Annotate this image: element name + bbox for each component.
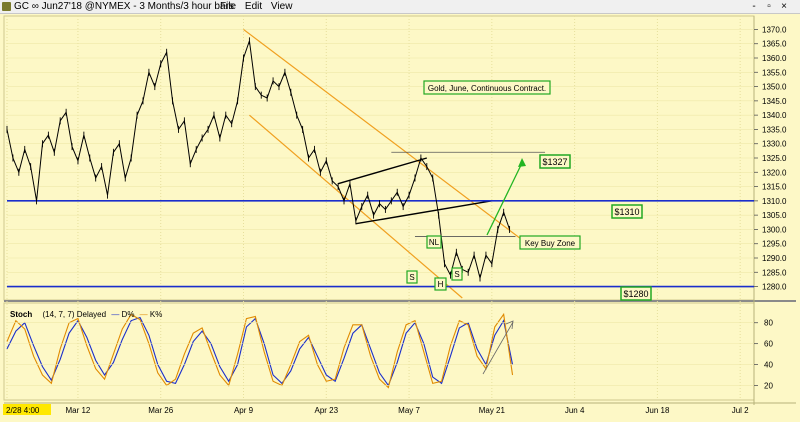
minimize-button[interactable]: - [752, 1, 756, 12]
head-label: H [438, 280, 444, 289]
y-tick-label: 1315.0 [762, 183, 787, 192]
price-series [6, 37, 511, 282]
y-tick-label: 1320.0 [762, 168, 787, 177]
stoch-params: (14, 7, 7) [42, 310, 75, 319]
buy-zone-label: Key Buy Zone [525, 239, 576, 248]
price-line [6, 40, 511, 280]
target-arrow [486, 162, 523, 236]
stoch-d-label: D% [121, 310, 135, 319]
y-tick-label: 1310.0 [762, 197, 787, 206]
menu-bar: File Edit View [220, 0, 298, 13]
y-tick-label: 1325.0 [762, 154, 787, 163]
resistance-label: $1310 [614, 207, 639, 217]
y-tick-label: 1360.0 [762, 54, 787, 63]
stoch-arrowhead [505, 320, 514, 330]
neckline-label: NL [429, 238, 440, 247]
app-icon [2, 2, 11, 11]
support-label-box: $1280 [620, 286, 652, 301]
y-tick-label: 1330.0 [762, 140, 787, 149]
contract-label: Gold, June, Continuous Contract. [428, 84, 546, 93]
target-label: $1327 [542, 157, 567, 167]
right-shoulder-label: S [454, 270, 459, 279]
y-tick-label: 1355.0 [762, 68, 787, 77]
stoch-tick-label: 20 [764, 381, 773, 390]
contract-label-box: Gold, June, Continuous Contract. [423, 80, 551, 95]
target-label-box: $1327 [539, 154, 571, 169]
x-tick-label: Mar 26 [148, 406, 173, 415]
y-tick-label: 1365.0 [762, 40, 787, 49]
channel-upper-line [243, 28, 528, 245]
x-tick-label: Jun 18 [645, 406, 670, 415]
target-arrowhead [518, 158, 526, 167]
x-tick-label: Apr 9 [234, 406, 254, 415]
price-y-ticks: 1280.0 1285.0 1290.0 1295.0 1300.0 1305.0 1310… [754, 25, 787, 292]
stoch-y-ticks: 20 40 60 80 [7, 319, 773, 390]
y-tick-label: 1285.0 [762, 268, 787, 277]
support-label: $1280 [623, 289, 648, 299]
stoch-tick-label: 40 [764, 361, 773, 370]
stoch-k-swatch: — [139, 310, 148, 319]
buy-zone-label-box: Key Buy Zone [519, 235, 581, 250]
stoch-tick-label: 80 [764, 319, 773, 328]
left-shoulder-label: S [409, 273, 414, 282]
left-shoulder-box: S [406, 270, 418, 284]
maximize-button[interactable]: ▫ [767, 1, 771, 12]
stoch-tick-label: 60 [764, 340, 773, 349]
y-tick-label: 1280.0 [762, 283, 787, 292]
stoch-k-line [6, 312, 514, 389]
x-tick-label: Mar 12 [65, 406, 90, 415]
channel-lower-line [249, 114, 463, 299]
menu-file[interactable]: File [220, 1, 237, 12]
window-title: GC ∞ Jun27'18 @NYMEX - 3 Months/3 hour b… [14, 1, 234, 12]
x-tick-highlight [3, 404, 51, 415]
menu-edit[interactable]: Edit [244, 1, 263, 12]
stoch-d-line [6, 316, 514, 387]
x-tick-label: May 7 [398, 406, 420, 415]
close-button[interactable]: × [781, 1, 787, 12]
y-tick-label: 1305.0 [762, 211, 787, 220]
x-tick-label: May 21 [479, 406, 506, 415]
x-ticks: 2/28 4:00 Mar 12 Mar 26 Apr 9 Apr 23 May 7 May… [3, 404, 749, 415]
x-tick-label: 2/28 4:00 [6, 406, 40, 415]
y-tick-label: 1290.0 [762, 254, 787, 263]
right-shoulder-box: S [451, 267, 463, 281]
x-tick-label: Jun 4 [565, 406, 585, 415]
neckline-label-box: NL [426, 235, 442, 249]
stoch-legend: Stoch (14, 7, 7) Delayed — D% — K% [10, 310, 162, 319]
flag-lower-line [355, 200, 492, 225]
stoch-d-swatch: — [111, 310, 120, 319]
title-bar: GC ∞ Jun27'18 @NYMEX - 3 Months/3 hour b… [0, 0, 800, 14]
y-tick-label: 1370.0 [762, 25, 787, 34]
flag-upper-line [337, 157, 427, 185]
y-tick-label: 1350.0 [762, 83, 787, 92]
y-tick-label: 1335.0 [762, 125, 787, 134]
menu-view[interactable]: View [270, 1, 293, 12]
resistance-label-box: $1310 [611, 204, 643, 219]
stoch-arrow [482, 321, 514, 375]
x-tick-label: Apr 23 [314, 406, 338, 415]
y-tick-label: 1300.0 [762, 225, 787, 234]
stoch-series [6, 312, 514, 389]
stoch-k-label: K% [149, 310, 163, 319]
head-box: H [434, 277, 447, 291]
stoch-mode: Delayed [76, 310, 107, 319]
stoch-name: Stoch [10, 310, 33, 319]
x-tick-label: Jul 2 [732, 406, 749, 415]
y-tick-label: 1345.0 [762, 97, 787, 106]
y-tick-label: 1340.0 [762, 111, 787, 120]
y-tick-label: 1295.0 [762, 240, 787, 249]
